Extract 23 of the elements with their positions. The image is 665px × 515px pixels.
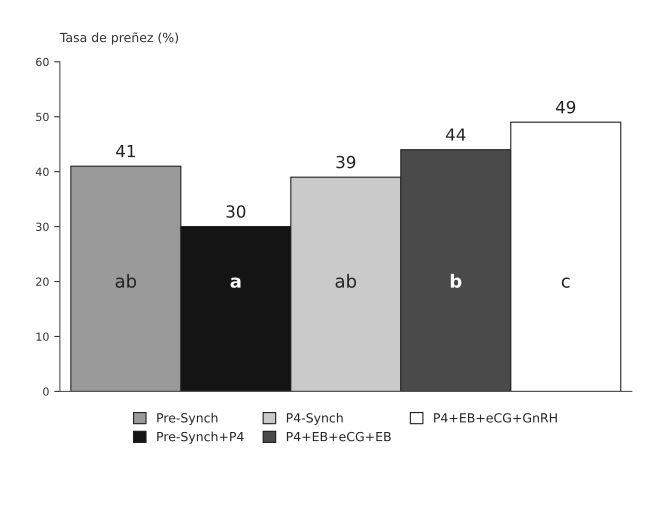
- y-tick-label: 60: [36, 58, 49, 66]
- y-tick-label: 20: [36, 278, 49, 286]
- data-label: 44: [446, 128, 466, 141]
- legend-label: P4+EB+eCG+EB: [286, 432, 391, 442]
- data-label: 39: [336, 156, 356, 168]
- legend-label: P4-Synch: [286, 412, 343, 426]
- annotation: a: [230, 278, 240, 288]
- y-tick-label: 0: [43, 387, 49, 396]
- legend-label: Pre-Synch+P4: [157, 432, 244, 444]
- y-tick-label: 40: [36, 168, 49, 176]
- data-label: 49: [556, 100, 576, 114]
- data-label: 41: [116, 145, 135, 158]
- annotation: ab: [116, 274, 136, 288]
- y-tick-label: 10: [36, 332, 49, 341]
- annotation: c: [562, 278, 570, 288]
- y-axis-title: Tasa de preñez (%): [60, 32, 178, 45]
- y-tick-label: 30: [36, 222, 49, 231]
- data-label: 30: [226, 205, 246, 218]
- annotation: b: [450, 274, 462, 288]
- y-tick-label: 50: [36, 112, 49, 122]
- legend-label: Pre-Synch: [157, 412, 218, 426]
- annotation: ab: [336, 274, 356, 288]
- legend-label: P4+EB+eCG+GnRH: [434, 413, 557, 423]
